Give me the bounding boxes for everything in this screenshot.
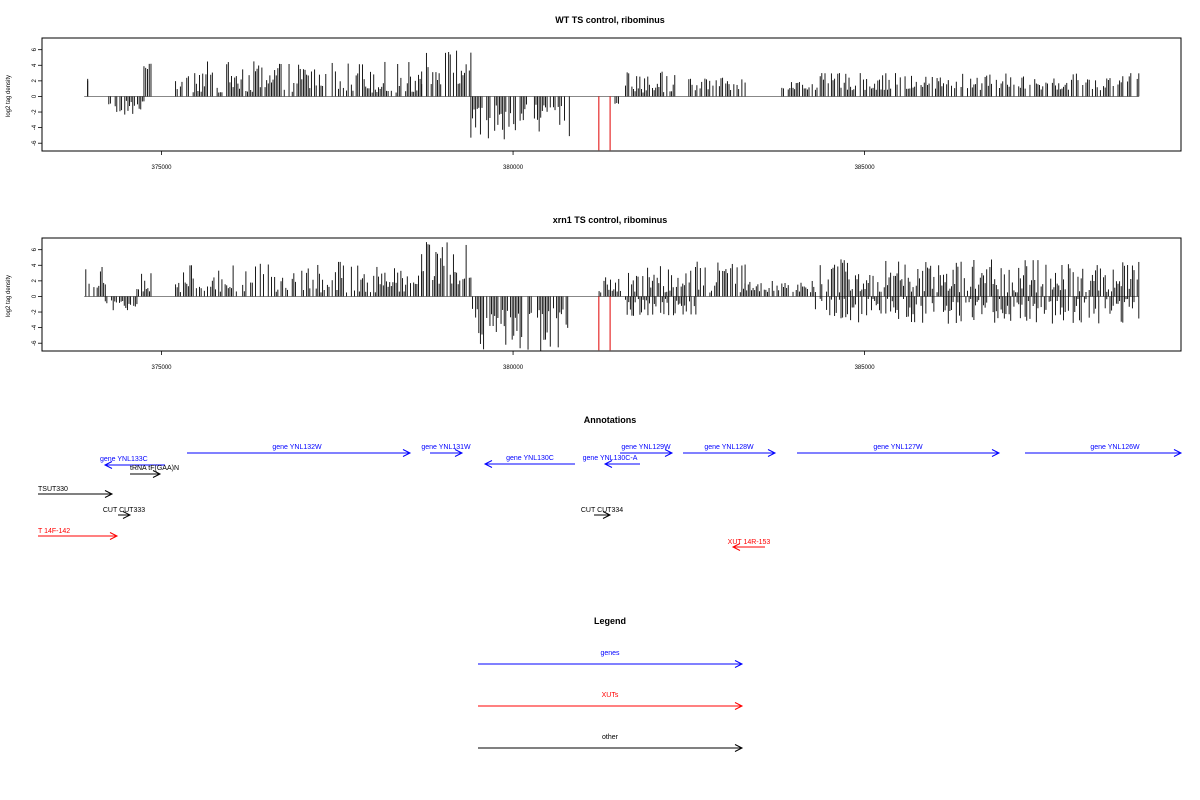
annotation-label: gene YNL126W bbox=[1090, 444, 1140, 451]
annotation-feature: gene YNL126W bbox=[1025, 444, 1183, 457]
x-tick-label-wt: 375000 bbox=[152, 165, 173, 171]
annotation-feature: tRNA tF(GAA)N bbox=[130, 465, 179, 478]
annotation-feature: XUT 14R-153 bbox=[728, 539, 771, 551]
y-tick-label-xrn1: -2 bbox=[32, 309, 38, 315]
annotation-feature: gene YNL129W bbox=[620, 444, 674, 457]
annotation-feature: gene YNL127W bbox=[797, 444, 1001, 457]
annotation-label: gene YNL130C-A bbox=[583, 455, 638, 462]
legend-arrow-head bbox=[734, 660, 744, 668]
y-tick-label-wt: -4 bbox=[32, 124, 38, 130]
annotation-feature: gene YNL132W bbox=[187, 444, 412, 457]
annotation-feature: gene YNL131W bbox=[421, 444, 471, 457]
annotation-arrow-head bbox=[122, 511, 132, 519]
annotation-arrow-head bbox=[1173, 449, 1183, 457]
annotation-label: TSUT330 bbox=[38, 486, 68, 493]
legend-entry: XUTs bbox=[478, 692, 744, 710]
annotation-label: gene YNL131W bbox=[421, 444, 471, 451]
annotation-arrow-head bbox=[991, 449, 1001, 457]
annotation-feature: gene YNL130C-A bbox=[583, 455, 640, 468]
annotation-tracks: gene YNL133C tRNA tF(GAA)N gene YNL132W gen… bbox=[38, 444, 1183, 551]
annotations-title: Annotations bbox=[584, 415, 637, 425]
legend-arrow-head bbox=[734, 744, 744, 752]
y-tick-label-xrn1: -4 bbox=[32, 324, 38, 330]
annotation-arrow-head bbox=[603, 460, 613, 468]
y-tick-label-xrn1: 0 bbox=[32, 294, 38, 298]
panel-title-wt: WT TS control, ribominus bbox=[555, 15, 665, 25]
y-axis-label-wt: log2 tag density bbox=[6, 75, 12, 117]
annotation-label: gene YNL133C bbox=[100, 456, 148, 463]
annotation-label: tRNA tF(GAA)N bbox=[130, 465, 179, 472]
panel-title-xrn1: xrn1 TS control, ribominus bbox=[553, 215, 668, 225]
annotation-arrow-head bbox=[104, 490, 114, 498]
annotation-label: gene YNL127W bbox=[873, 444, 923, 451]
legend-entry: other bbox=[478, 734, 744, 752]
x-tick-label-wt: 380000 bbox=[503, 165, 524, 171]
annotation-feature: gene YNL128W bbox=[683, 444, 777, 457]
legend-label: other bbox=[602, 734, 619, 741]
annotation-arrow-head bbox=[731, 543, 741, 551]
annotation-arrow-head bbox=[109, 532, 119, 540]
annotation-feature: CUT CUT334 bbox=[581, 507, 623, 519]
legend-label: genes bbox=[600, 650, 620, 657]
annotation-label: gene YNL129W bbox=[621, 444, 671, 451]
annotation-feature: T 14F-142 bbox=[38, 528, 119, 540]
panel-wt: WT TS control, ribominus log2 tag densit… bbox=[6, 15, 1182, 171]
annotation-arrow-head bbox=[103, 461, 113, 469]
legend-title: Legend bbox=[594, 616, 626, 626]
annotation-label: CUT CUT333 bbox=[103, 507, 145, 514]
annotation-arrow-head bbox=[767, 449, 777, 457]
x-tick-label-xrn1: 375000 bbox=[152, 365, 173, 371]
y-tick-label-wt: 6 bbox=[32, 47, 38, 51]
y-tick-label-xrn1: -6 bbox=[32, 340, 38, 346]
annotation-label: gene YNL132W bbox=[272, 444, 322, 451]
y-tick-label-wt: -6 bbox=[32, 140, 38, 146]
x-tick-label-wt: 385000 bbox=[855, 165, 876, 171]
y-tick-label-xrn1: 6 bbox=[32, 247, 38, 251]
y-tick-label-wt: -2 bbox=[32, 109, 38, 115]
annotation-label: XUT 14R-153 bbox=[728, 539, 771, 546]
annotation-feature: CUT CUT333 bbox=[103, 507, 145, 519]
y-tick-label-xrn1: 2 bbox=[32, 279, 38, 283]
y-tick-label-wt: 4 bbox=[32, 63, 38, 67]
annotation-feature: gene YNL130C bbox=[483, 455, 575, 468]
y-tick-label-xrn1: 4 bbox=[32, 263, 38, 267]
legend-entries: genes XUTs other bbox=[478, 650, 744, 752]
legend-entry: genes bbox=[478, 650, 744, 668]
legend-label: XUTs bbox=[602, 692, 619, 699]
panel-xrn1: xrn1 TS control, ribominus log2 tag dens… bbox=[6, 215, 1182, 371]
plot-area-wt: -6 -4 -2 0 2 4 6 375000 380000 385000 bbox=[32, 47, 1140, 171]
annotation-arrow-head bbox=[152, 470, 162, 478]
annotation-label: T 14F-142 bbox=[38, 528, 70, 535]
annotation-arrow-head bbox=[402, 449, 412, 457]
annotation-feature: gene YNL133C bbox=[100, 456, 165, 469]
annotation-label: gene YNL130C bbox=[506, 455, 554, 462]
annotation-label: CUT CUT334 bbox=[581, 507, 623, 514]
plot-frame-wt bbox=[41, 37, 1182, 152]
annotation-arrow-head bbox=[454, 449, 464, 457]
legend-arrow-head bbox=[734, 702, 744, 710]
plot-frame-xrn1 bbox=[41, 237, 1182, 352]
annotation-feature: TSUT330 bbox=[38, 486, 114, 498]
annotation-label: gene YNL128W bbox=[704, 444, 754, 451]
plot-area-xrn1: -6 -4 -2 0 2 4 6 375000 380000 385000 bbox=[32, 242, 1140, 371]
y-tick-label-wt: 2 bbox=[32, 79, 38, 83]
legend-panel: Legend genes XUTs other bbox=[478, 616, 744, 752]
annotation-arrow-head bbox=[664, 449, 674, 457]
x-tick-label-xrn1: 385000 bbox=[855, 365, 876, 371]
y-axis-label-xrn1: log2 tag density bbox=[6, 275, 12, 317]
y-tick-label-wt: 0 bbox=[32, 94, 38, 98]
annotation-arrow-head bbox=[602, 511, 612, 519]
annotation-arrow-head bbox=[483, 460, 493, 468]
x-tick-label-xrn1: 380000 bbox=[503, 365, 524, 371]
